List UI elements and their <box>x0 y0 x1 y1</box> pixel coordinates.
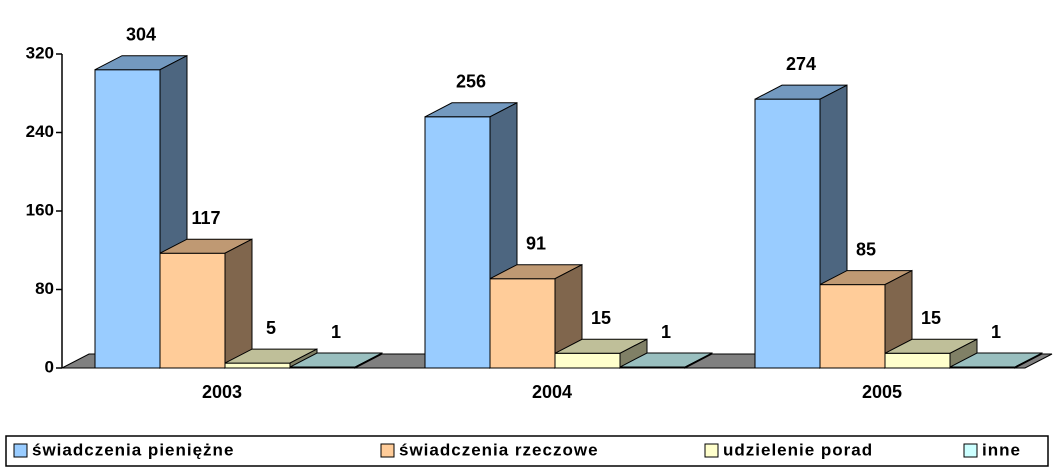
y-tick-label: 240 <box>26 122 54 141</box>
y-tick-label: 0 <box>45 357 54 376</box>
data-label: 1 <box>991 322 1001 342</box>
data-label: 117 <box>191 208 220 228</box>
data-label: 1 <box>331 322 341 342</box>
data-label: 1 <box>661 322 671 342</box>
bar <box>224 362 291 369</box>
y-tick-label: 80 <box>35 279 54 298</box>
data-label: 274 <box>786 54 816 74</box>
data-label: 5 <box>266 318 276 338</box>
legend-swatch <box>13 443 28 458</box>
bar <box>94 69 161 369</box>
data-label: 15 <box>591 308 611 328</box>
data-label: 256 <box>456 72 486 92</box>
bar-side <box>684 352 713 369</box>
legend-swatch <box>963 443 978 458</box>
y-tick-label: 160 <box>26 200 54 219</box>
legend-swatch <box>380 443 395 458</box>
bar <box>819 284 886 369</box>
data-label: 85 <box>856 239 876 259</box>
bar <box>159 252 226 369</box>
legend: świadczenia pieniężne świadczenia rzeczow… <box>13 440 1021 459</box>
data-label: 304 <box>126 24 156 44</box>
x-tick-label: 2003 <box>202 382 242 402</box>
legend-label: świadczenia pieniężne <box>32 440 234 459</box>
data-label: 15 <box>921 308 941 328</box>
legend-box <box>5 435 1049 467</box>
x-tick-label: 2005 <box>862 382 902 402</box>
legend-label: udzielenie porad <box>723 440 873 459</box>
bar <box>554 352 621 369</box>
bar-side <box>354 352 383 369</box>
bar <box>489 278 556 369</box>
y-tick-label: 320 <box>26 43 54 62</box>
x-tick-label: 2004 <box>532 382 572 402</box>
legend-label: inne <box>982 440 1021 459</box>
legend-label: świadczenia rzeczowe <box>399 440 599 459</box>
data-label: 91 <box>526 233 546 253</box>
bar <box>884 352 951 369</box>
legend-swatch <box>704 443 719 458</box>
bar-side <box>1014 352 1043 369</box>
bar <box>424 116 491 369</box>
bar <box>754 98 821 369</box>
bar-side <box>224 238 253 369</box>
